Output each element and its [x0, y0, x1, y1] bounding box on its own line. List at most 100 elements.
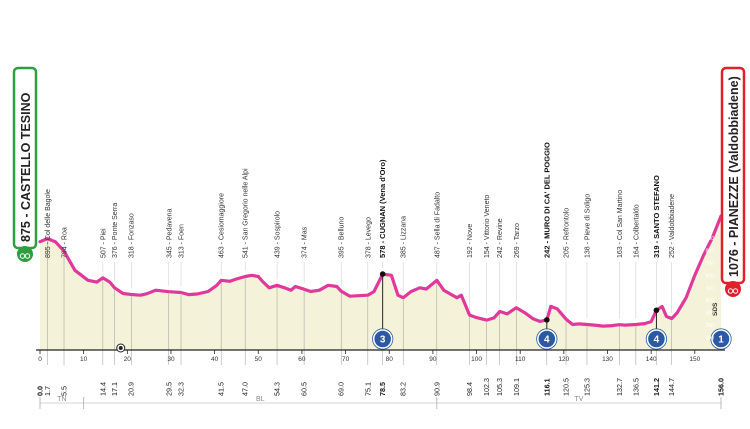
km-label-24: 132.7 [615, 378, 624, 396]
point-label-6: 313 - Foen [179, 224, 186, 258]
km-label-13: 75.1 [363, 382, 372, 396]
km-label-22: 120.5 [562, 378, 571, 396]
gpm-badge-ring-3 [710, 328, 732, 350]
km-label-25: 136.5 [631, 378, 640, 396]
km-label-20: 109.1 [512, 378, 521, 396]
point-label-25: 319 - SANTO STEFANO [652, 175, 661, 258]
km-label-21: 116.1 [542, 378, 551, 396]
profile-area [40, 216, 721, 350]
km-label-3: 14.4 [98, 382, 107, 396]
point-label-4: 318 - Fonzaso [129, 213, 136, 258]
alt-scale-2: 800 [706, 248, 715, 254]
finish-title: 1076 - PIANEZZE (Valdobbiadene) [727, 76, 741, 277]
km-label-2: 5.5 [60, 386, 69, 396]
km-label-8: 41.5 [217, 382, 226, 396]
point-label-17: 154 - Vittorio Veneto [484, 195, 491, 258]
x-tick-label-8: 80 [386, 356, 394, 363]
point-label-1: 794 - Roa [62, 227, 69, 258]
point-label-21: 205 - Refrontolo [564, 208, 571, 258]
alt-scale-5: 500 [706, 286, 715, 292]
gpm-badge-ring-1 [536, 328, 558, 350]
km-label-23: 125.3 [582, 378, 591, 396]
sds-label: SDS [712, 302, 719, 316]
start-title: 875 - CASTELLO TESINO [19, 92, 33, 242]
point-label-24: 164 - Colbertaldo [633, 204, 640, 258]
x-tick-label-6: 60 [298, 356, 306, 363]
gpm-badge-0 [372, 329, 393, 349]
region-label-2: TV [574, 396, 583, 403]
point-label-19: 269 - Tarzo [514, 223, 521, 258]
x-tick-label-5: 50 [255, 356, 263, 363]
point-label-5: 345 - Pedavena [166, 208, 173, 258]
point-label-7: 463 - Cesiomaggiore [219, 193, 226, 258]
km-label-1: 1.7 [43, 386, 52, 396]
point-label-10: 374 - Mas [302, 226, 309, 258]
km-label-19: 105.3 [495, 378, 504, 396]
alt-scale-4: 600 [706, 273, 715, 279]
x-tick-label-4: 40 [211, 356, 219, 363]
gpm-badge-ring-0 [372, 328, 394, 350]
point-label-26: 252 - Valdobbiadene [669, 194, 676, 258]
alt-scale-6: 400 [706, 298, 715, 304]
x-tick-label-10: 100 [471, 356, 482, 363]
gpm-category-3: 1 [718, 335, 724, 346]
point-label-9: 439 - Sospirolo [275, 211, 282, 258]
point-label-8: 541 - San Gregorio nelle Alpi [243, 168, 250, 258]
km-label-26: 141.2 [652, 378, 661, 396]
km-label-27: 144.7 [667, 378, 676, 396]
point-label-2: 507 - Piei [100, 228, 107, 258]
x-tick-label-1: 10 [80, 356, 88, 363]
km-label-12: 69.0 [337, 382, 346, 396]
gpm-category-2: 4 [654, 335, 660, 346]
point-label-15: 487 - Sella di Fadalto [434, 192, 441, 258]
km-label-11: 60.5 [300, 382, 309, 396]
point-label-13: 578 - CUGNAN (Vena d'Oro) [378, 159, 387, 258]
finish-flag-icon [725, 281, 741, 297]
gpm-badge-3 [711, 329, 731, 349]
x-tick-label-11: 110 [515, 356, 526, 363]
region-label-1: BL [256, 396, 265, 403]
gpm-badge-ring-2 [645, 328, 667, 350]
point-label-22: 138 - Pieve di Soligo [584, 194, 591, 258]
x-tick-label-2: 20 [124, 356, 132, 363]
gpm-badge-2 [646, 329, 667, 349]
x-tick-label-0: 0 [38, 356, 42, 363]
point-label-18: 242 - Revine [497, 218, 504, 258]
x-tick-label-13: 130 [602, 356, 613, 363]
km-label-17: 98.4 [465, 382, 474, 396]
km-label-6: 29.5 [164, 382, 173, 396]
alt-scale-9: 100 [706, 336, 715, 342]
gpm-badge-1 [537, 329, 557, 349]
point-label-11: 395 - Belluno [339, 217, 346, 258]
finish-bike-wheel-2 [732, 288, 739, 294]
x-tick-label-14: 140 [646, 356, 657, 363]
km-label-16: 90.9 [432, 382, 441, 396]
point-label-16: 192 - Nove [467, 224, 474, 258]
alt-scale-0: 1000 [703, 224, 714, 230]
start-bike-wheel-1 [19, 253, 26, 259]
point-label-20: 242 - MURO DI CA' DEL POGGIO [542, 142, 551, 258]
km-label-10: 54.3 [273, 382, 282, 396]
gpm-category-0: 3 [380, 335, 386, 346]
gpm-category-1: 4 [544, 335, 550, 346]
profile-line [38, 214, 723, 328]
km-label-28: 156.0 [717, 378, 726, 396]
point-label-23: 163 - Col San Martino [617, 190, 624, 258]
km-label-7: 32.3 [177, 382, 186, 396]
point-label-14: 385 - Lizzana [401, 216, 408, 258]
km-label-15: 83.2 [399, 382, 408, 396]
finish-bike-wheel-1 [727, 288, 734, 294]
sprint-icon-dot [118, 346, 123, 350]
x-tick-label-3: 30 [167, 356, 175, 363]
alt-scale-1: 900 [706, 236, 715, 242]
x-tick-label-7: 70 [342, 356, 350, 363]
km-label-9: 47.0 [241, 382, 250, 396]
km-label-4: 17.1 [110, 382, 119, 396]
point-label-12: 378 - Levego [365, 217, 372, 258]
x-tick-label-12: 120 [558, 356, 569, 363]
km-label-18: 102.3 [482, 378, 491, 396]
alt-scale-3: 700 [706, 261, 715, 267]
alt-scale-8: 200 [706, 323, 715, 329]
